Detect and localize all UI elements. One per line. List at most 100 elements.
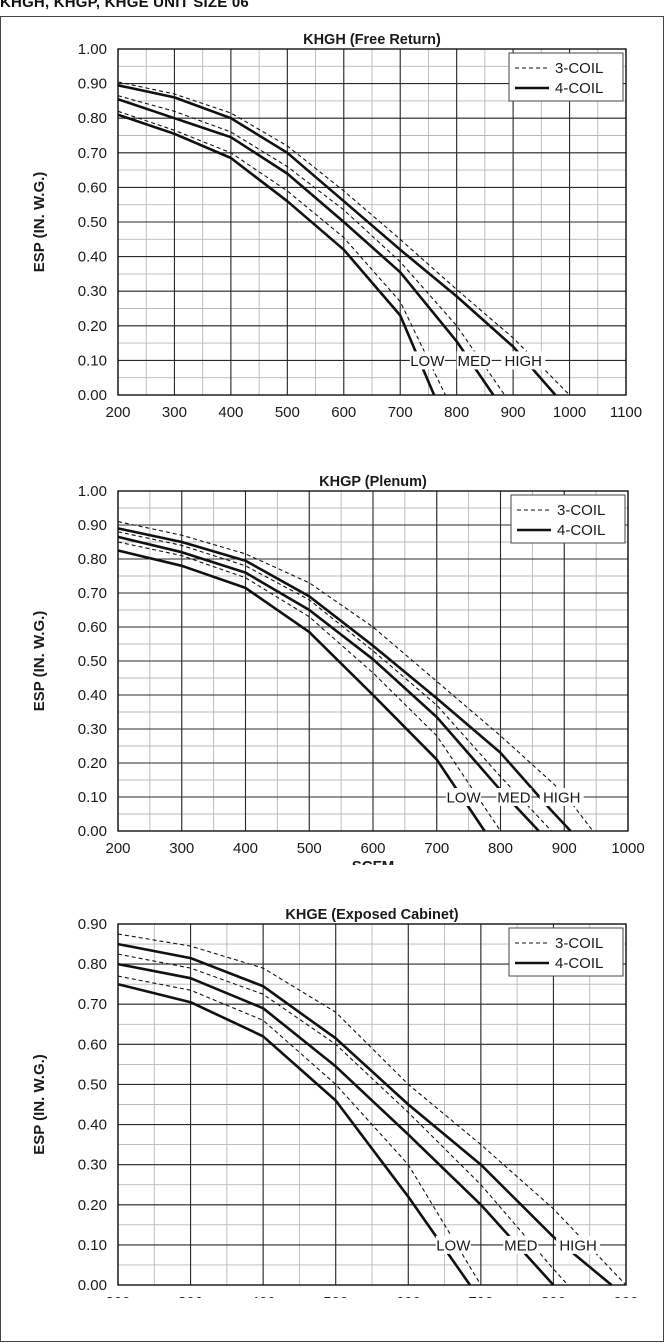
y-tick-label: 0.90 xyxy=(78,517,107,534)
x-tick-label: 400 xyxy=(251,1294,276,1298)
y-tick-label: 0.70 xyxy=(78,996,107,1013)
speed-label-high: HIGH xyxy=(543,790,581,807)
x-tick-label: 900 xyxy=(552,840,577,857)
x-tick-label: 400 xyxy=(218,404,243,421)
y-tick-label: 0.60 xyxy=(78,1036,107,1053)
y-tick-label: 0.70 xyxy=(78,145,107,162)
annotation-bg xyxy=(503,1235,539,1254)
series-line-high-4coil xyxy=(117,527,572,832)
annotation-bg xyxy=(496,788,532,806)
chart-khge: 200 300 400 500 600 700 800 900 0.00 0.10 0.20 0.30… xyxy=(31,908,639,1298)
legend-box xyxy=(510,494,626,544)
series-line-low-4coil xyxy=(117,113,436,396)
y-tick-label: 0.80 xyxy=(78,956,107,973)
legend-box xyxy=(508,52,624,102)
annotation-bg xyxy=(456,351,492,370)
plot-border xyxy=(117,490,629,832)
series-line-med-4coil xyxy=(117,962,555,1286)
x-tick-label: 700 xyxy=(468,1294,493,1298)
series-line-high-4coil xyxy=(117,942,613,1287)
chart-khgp: 200 300 400 500 600 700 800 900 1000 0.00 0.10 0.20… xyxy=(31,475,645,865)
y-tick-label: 0.00 xyxy=(78,387,107,404)
x-tick-label: 800 xyxy=(488,840,513,857)
y-tick-label: 0.30 xyxy=(78,283,107,300)
x-tick-label: 200 xyxy=(105,404,130,421)
chart-khgh: 200 300 400 500 600 700 800 900 1000 1100 0.00 0.10… xyxy=(31,33,642,423)
legend-label: 3-COIL xyxy=(557,502,605,519)
x-tick-label: 800 xyxy=(541,1294,566,1298)
legend-box xyxy=(508,927,624,977)
speed-label-low: LOW xyxy=(446,790,481,807)
chart-title: KHGP (Plenum) xyxy=(319,475,427,490)
x-tick-label: 500 xyxy=(275,404,300,421)
page-heading: KHGH, KHGP, KHGE UNIT SIZE 06 xyxy=(0,0,249,11)
series-line-low-4coil xyxy=(117,982,472,1286)
speed-label-med: MED xyxy=(457,353,491,370)
series-line-high-3coil xyxy=(117,81,570,396)
series-line-med-4coil xyxy=(117,97,495,396)
y-tick-label: 0.30 xyxy=(78,1157,107,1174)
y-tick-label: 0.10 xyxy=(78,352,107,369)
speed-label-high: HIGH xyxy=(559,1237,597,1254)
x-tick-label: 800 xyxy=(444,404,469,421)
legend-label: 4-COIL xyxy=(555,80,603,97)
y-tick-label: 0.10 xyxy=(78,1237,107,1254)
series-line-med-3coil xyxy=(117,953,569,1286)
x-tick-label: 300 xyxy=(178,1294,203,1298)
legend-label: 3-COIL xyxy=(555,935,603,952)
x-tick-label: 400 xyxy=(233,840,258,857)
x-tick-label: 1000 xyxy=(611,840,644,857)
y-tick-label: 0.90 xyxy=(78,916,107,933)
y-tick-label: 0.40 xyxy=(78,249,107,266)
chart-title: KHGE (Exposed Cabinet) xyxy=(285,908,458,923)
speed-label-med: MED xyxy=(497,790,531,807)
speed-label-low: LOW xyxy=(410,353,445,370)
annotation-bg xyxy=(435,1235,471,1254)
y-tick-label: 0.40 xyxy=(78,1117,107,1134)
y-tick-label: 0.80 xyxy=(78,551,107,568)
y-tick-label: 0.60 xyxy=(78,619,107,636)
y-tick-label: 0.20 xyxy=(78,1197,107,1214)
x-tick-label: 600 xyxy=(331,404,356,421)
speed-label-high: HIGH xyxy=(505,353,543,370)
y-axis-label: ESP (IN. W.G.) xyxy=(31,1054,48,1155)
y-axis-label: ESP (IN. W.G.) xyxy=(31,172,48,273)
x-tick-label: 600 xyxy=(360,840,385,857)
x-tick-label: 200 xyxy=(105,840,130,857)
y-tick-label: 0.40 xyxy=(78,687,107,704)
speed-label-med: MED xyxy=(504,1237,538,1254)
y-tick-label: 0.80 xyxy=(78,110,107,127)
series-line-med-3coil xyxy=(117,531,552,832)
y-tick-label: 0.00 xyxy=(78,823,107,840)
y-tick-label: 0.50 xyxy=(78,653,107,670)
x-tick-label: 500 xyxy=(297,840,322,857)
x-axis-label: SCFM xyxy=(351,422,394,423)
x-tick-label: 300 xyxy=(169,840,194,857)
annotation-bg xyxy=(556,1235,601,1254)
series-line-low-3coil xyxy=(117,110,446,396)
figure-frame xyxy=(0,16,664,1342)
x-tick-label: 1100 xyxy=(610,404,642,421)
chart-title: KHGH (Free Return) xyxy=(303,33,441,48)
speed-label-low: LOW xyxy=(436,1237,471,1254)
series-line-high-3coil xyxy=(117,521,594,832)
x-tick-label: 1000 xyxy=(553,404,586,421)
series-line-low-3coil xyxy=(117,541,501,832)
x-tick-label: 900 xyxy=(613,1294,638,1298)
annotation-bg xyxy=(409,351,445,370)
legend-label: 4-COIL xyxy=(557,522,605,539)
y-tick-label: 0.10 xyxy=(78,789,107,806)
y-tick-label: 0.90 xyxy=(78,76,107,93)
y-tick-label: 0.70 xyxy=(78,585,107,602)
annotation-bg xyxy=(539,788,584,806)
series-line-high-3coil xyxy=(117,933,627,1286)
series-line-med-3coil xyxy=(117,95,506,396)
y-tick-label: 0.20 xyxy=(78,318,107,335)
annotation-bg xyxy=(446,788,482,806)
y-tick-label: 1.00 xyxy=(78,41,107,58)
plot-border xyxy=(117,48,627,396)
series-line-low-3coil xyxy=(117,975,482,1286)
y-tick-label: 0.60 xyxy=(78,179,107,196)
y-tick-label: 0.20 xyxy=(78,755,107,772)
x-tick-label: 500 xyxy=(323,1294,348,1298)
